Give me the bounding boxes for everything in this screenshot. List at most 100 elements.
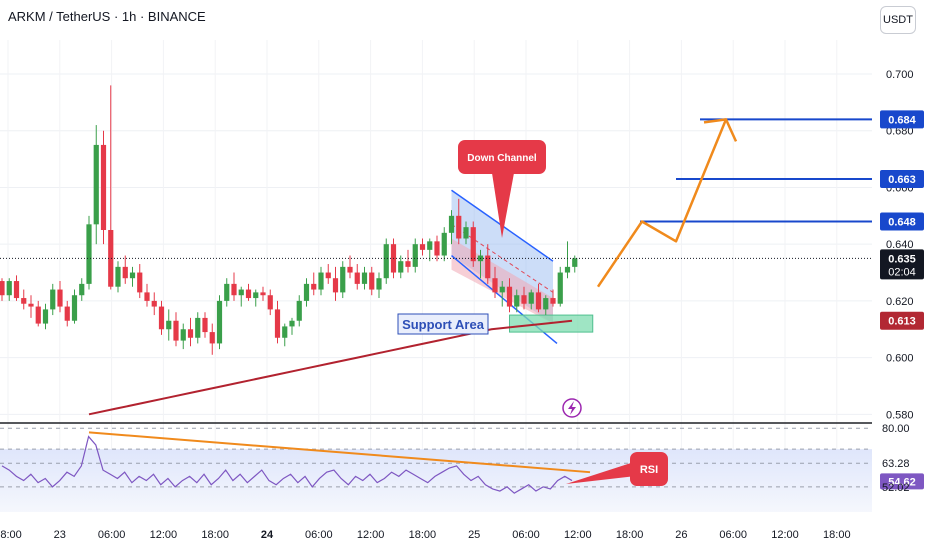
time-tick-label: 18:00 xyxy=(616,529,644,541)
time-tick-label: 06:00 xyxy=(305,529,333,541)
candle xyxy=(202,317,208,333)
candle xyxy=(325,272,331,279)
candle xyxy=(499,286,505,293)
candle xyxy=(535,292,542,310)
candle xyxy=(405,261,411,267)
candle xyxy=(224,283,230,301)
time-tick-label: 18:00 xyxy=(409,529,437,541)
candle xyxy=(21,298,27,304)
candle xyxy=(521,295,527,304)
price-label-text: 0.635 xyxy=(888,253,916,265)
candle xyxy=(456,215,462,239)
callout-box xyxy=(458,140,546,174)
candle xyxy=(557,272,563,304)
candle xyxy=(274,309,281,338)
candle xyxy=(180,329,186,341)
candle xyxy=(528,292,534,304)
candle xyxy=(13,281,20,299)
lightning-icon xyxy=(562,398,582,418)
candle xyxy=(35,306,41,324)
countdown-label: 02:04 xyxy=(888,266,916,278)
candle xyxy=(506,286,513,307)
candle xyxy=(166,320,172,330)
rsi-callout-label: RSI xyxy=(640,464,658,476)
projection-arrow xyxy=(703,118,738,142)
rsi-value-box xyxy=(880,473,924,490)
candle xyxy=(253,292,259,299)
candle xyxy=(543,298,549,310)
callout-pointer xyxy=(492,173,514,238)
candle xyxy=(347,266,353,273)
candle xyxy=(231,283,237,296)
time-tick-label: 12:00 xyxy=(150,529,178,541)
candle xyxy=(434,241,440,256)
candle xyxy=(398,261,404,273)
time-tick-label: 24 xyxy=(261,529,274,541)
candle xyxy=(260,292,266,296)
time-tick-label: 23 xyxy=(54,529,66,541)
price-label-text: 0.663 xyxy=(888,174,916,186)
price-tick-label: 0.700 xyxy=(886,69,914,81)
candle xyxy=(376,278,382,290)
candle xyxy=(267,295,273,310)
support-area-label: Support Area xyxy=(402,317,485,332)
price-label: 0.663 xyxy=(880,169,924,188)
time-tick-label: 12:00 xyxy=(771,529,799,541)
candle xyxy=(195,317,201,338)
candle xyxy=(485,255,491,279)
candle xyxy=(0,281,5,296)
candle xyxy=(28,303,34,307)
rsi-callout-box xyxy=(630,452,668,486)
time-tick-label: 06:00 xyxy=(512,529,540,541)
annotations: Down Channel Support Area xyxy=(397,140,582,418)
price-label: 0.613 xyxy=(880,311,924,330)
candle xyxy=(311,283,317,290)
candle xyxy=(303,283,310,301)
candle xyxy=(296,300,302,321)
candle xyxy=(412,244,418,267)
candle xyxy=(42,309,49,324)
time-tick-label: 12:00 xyxy=(357,529,385,541)
candle xyxy=(115,266,121,287)
candle xyxy=(79,283,85,296)
price-tick-label: 0.640 xyxy=(886,239,914,251)
candle xyxy=(332,278,339,293)
rsi-value-text: 54.62 xyxy=(888,476,916,488)
candle xyxy=(144,292,150,301)
rsi-callout: RSI xyxy=(566,452,668,486)
candle xyxy=(173,320,179,341)
candle xyxy=(354,272,360,284)
price-label-box xyxy=(880,110,924,129)
time-tick-label: 25 xyxy=(468,529,480,541)
price-axis: 0.7000.6800.6600.6400.6200.6000.5800.684… xyxy=(872,40,932,510)
candle xyxy=(6,281,12,296)
price-label-box xyxy=(880,212,924,231)
candle xyxy=(427,241,433,250)
down-channel-label: Down Channel xyxy=(467,153,537,164)
candle xyxy=(57,289,63,307)
rsi-callout-pointer xyxy=(566,462,636,484)
candle xyxy=(492,278,498,293)
candle xyxy=(550,298,556,304)
candle xyxy=(564,266,571,273)
currency-button[interactable]: USDT xyxy=(880,6,916,34)
price-label-box xyxy=(880,169,924,188)
price-tick-label: 0.580 xyxy=(886,409,914,421)
rsi-value-label: 54.62 xyxy=(880,473,924,490)
rsi-line xyxy=(1,435,573,494)
rsi-tick-label: 52.02 xyxy=(882,482,910,494)
candle xyxy=(209,332,215,344)
time-axis-bg xyxy=(0,513,932,550)
candle xyxy=(419,244,426,250)
candle xyxy=(318,272,324,290)
candle xyxy=(64,306,70,321)
time-tick-label: 26 xyxy=(675,529,687,541)
projection-line xyxy=(596,118,728,288)
price-label-box xyxy=(880,311,924,330)
candle xyxy=(187,329,194,338)
price-label-text: 0.648 xyxy=(888,216,916,228)
support-area-callout: Support Area xyxy=(397,313,489,335)
candle xyxy=(137,272,143,293)
